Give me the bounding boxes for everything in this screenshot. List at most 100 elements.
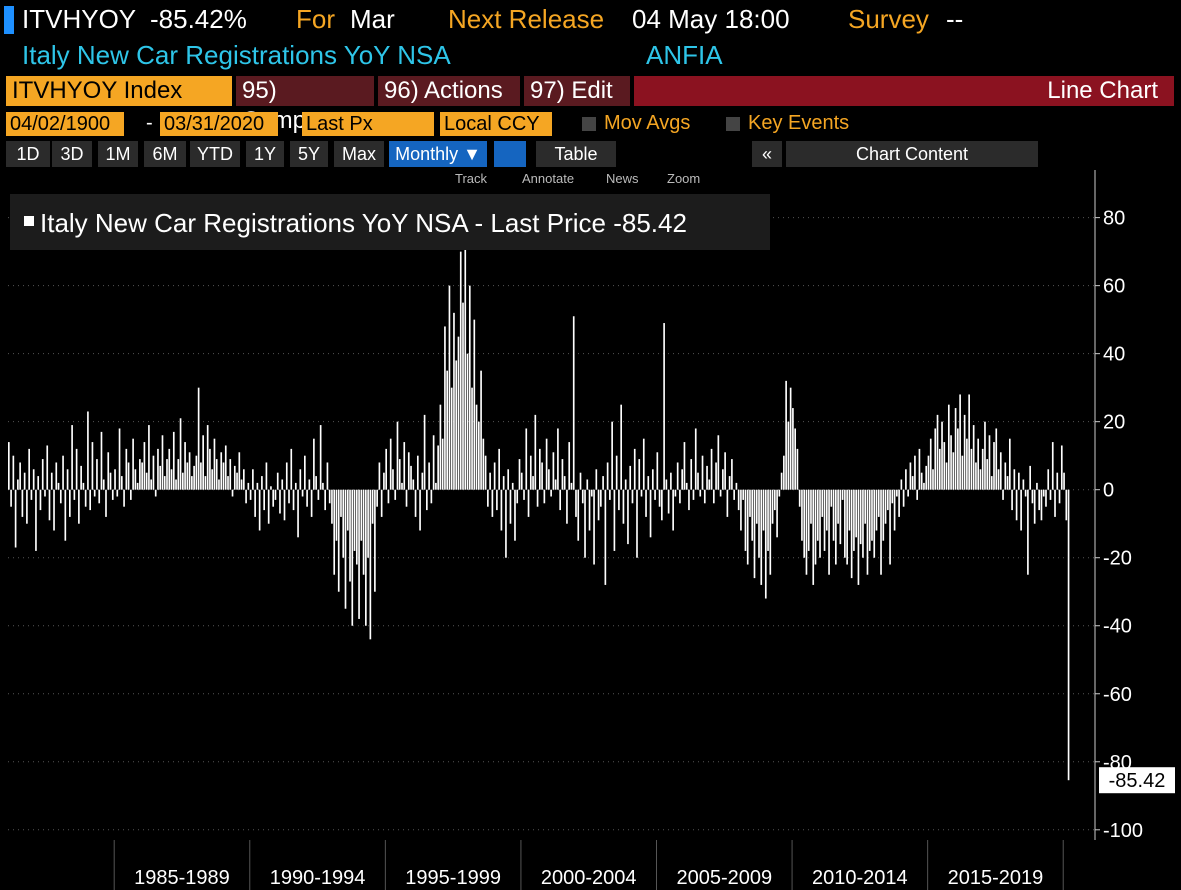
news[interactable]: News <box>606 171 639 186</box>
tab[interactable]: YTD <box>190 141 240 167</box>
tab[interactable]: 1M <box>98 141 138 167</box>
bar <box>724 452 726 490</box>
tab[interactable]: Max <box>334 141 384 167</box>
bar <box>195 455 198 490</box>
bar <box>947 404 950 490</box>
bar <box>875 489 878 531</box>
bar <box>1045 489 1047 507</box>
mov-avgs[interactable]: Mov Avgs <box>604 112 691 134</box>
tab[interactable]: Chart Content <box>786 141 1038 167</box>
bar <box>828 489 830 575</box>
tab[interactable]: Monthly ▼ <box>389 141 487 167</box>
y-tick-label: 40 <box>1103 344 1125 366</box>
bar <box>534 414 537 490</box>
bar <box>96 459 98 490</box>
security-field[interactable]: ITVHYOY Index <box>6 76 232 106</box>
bar <box>651 469 654 490</box>
y-tick-label: 80 <box>1103 208 1125 230</box>
bar <box>509 489 512 524</box>
bar <box>265 462 268 490</box>
checkbox[interactable] <box>726 117 740 131</box>
annotate[interactable]: Annotate <box>522 171 575 186</box>
last-price-box <box>1099 767 1175 794</box>
bar <box>518 459 521 490</box>
zoom[interactable]: Zoom <box>667 171 701 186</box>
bar <box>41 459 44 490</box>
bar <box>493 462 496 490</box>
y-tick-label: -20 <box>1103 548 1132 570</box>
bar <box>557 428 559 490</box>
bar <box>609 489 611 500</box>
bar <box>145 472 148 490</box>
bar <box>55 462 58 490</box>
bar <box>859 489 862 545</box>
next-release: 04 May 18:00 <box>632 4 790 34</box>
key-events[interactable]: Key Events <box>748 112 850 134</box>
bar <box>1036 482 1038 490</box>
bar <box>805 489 808 575</box>
bar <box>986 459 989 490</box>
bar <box>1056 472 1059 490</box>
bar <box>642 438 645 490</box>
bar <box>281 479 284 490</box>
start-date[interactable]: 04/02/1900 <box>6 112 124 136</box>
bar <box>925 465 928 490</box>
tab[interactable]: 5Y <box>290 141 328 167</box>
bar <box>633 448 636 490</box>
bar <box>324 489 326 511</box>
bar <box>507 469 510 490</box>
bar <box>999 452 1002 490</box>
bar <box>559 489 561 511</box>
bar <box>640 489 643 497</box>
bar <box>175 479 177 490</box>
next-release-label: Next Release <box>448 4 605 34</box>
bar <box>871 489 873 541</box>
line-chart-icon[interactable] <box>494 141 526 167</box>
tab[interactable]: 1D <box>6 141 50 167</box>
bar <box>414 489 417 517</box>
bar <box>803 489 806 558</box>
bar <box>369 489 372 640</box>
bar <box>12 455 15 490</box>
bar <box>1042 489 1045 497</box>
bar <box>247 482 250 490</box>
bar <box>450 387 453 490</box>
bar <box>462 302 464 490</box>
bar <box>206 425 209 490</box>
checkbox[interactable] <box>582 117 596 131</box>
bar <box>159 465 162 490</box>
bar <box>215 459 218 490</box>
bar <box>315 476 317 490</box>
bar <box>14 489 17 548</box>
compare-button[interactable]: 95) Compare <box>236 76 374 134</box>
bar <box>825 489 828 531</box>
security-marker <box>4 6 14 34</box>
bar <box>631 489 634 504</box>
currency-field[interactable]: Local CCY <box>440 112 552 136</box>
bar <box>505 489 507 558</box>
bar <box>403 442 406 490</box>
tab[interactable]: « <box>752 141 782 167</box>
bar <box>769 489 772 575</box>
tab[interactable]: Table <box>536 141 616 167</box>
bar <box>981 448 984 490</box>
bar <box>511 482 514 490</box>
track[interactable]: Track <box>455 171 488 186</box>
bar <box>570 482 573 490</box>
bar <box>862 489 864 558</box>
tab[interactable]: 1Y <box>246 141 284 167</box>
tab[interactable]: 6M <box>144 141 186 167</box>
bar <box>37 476 40 490</box>
bar <box>91 442 94 490</box>
bar <box>416 455 419 490</box>
actions-button[interactable]: 96) Actions ▾ <box>378 76 520 134</box>
edit-button[interactable]: 97) Edit ▾ <box>524 76 630 134</box>
bar <box>392 469 394 490</box>
tab[interactable]: 3D <box>52 141 92 167</box>
bar <box>21 489 24 517</box>
end-date[interactable]: 03/31/2020 <box>160 112 278 136</box>
bar <box>950 435 952 490</box>
bar <box>536 489 539 507</box>
price-field[interactable]: Last Px <box>302 112 434 136</box>
bar <box>846 489 848 565</box>
